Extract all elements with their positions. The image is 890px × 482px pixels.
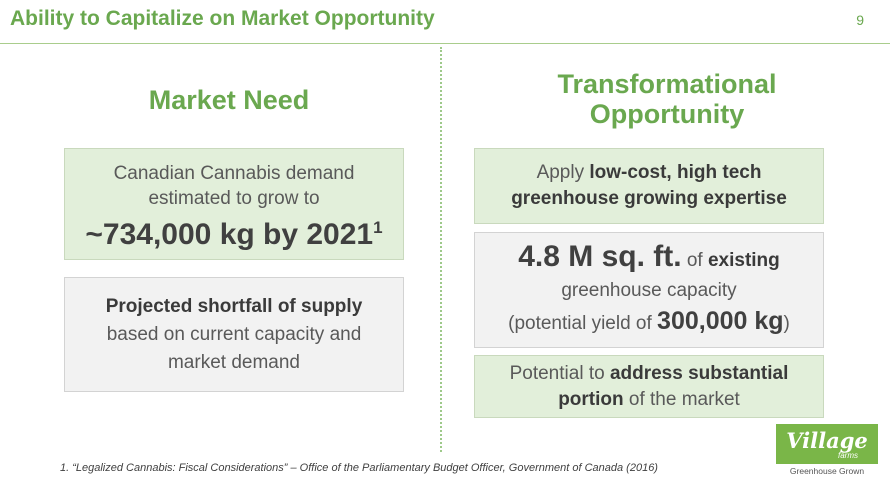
expertise-line-2: greenhouse growing expertise — [511, 186, 787, 212]
capacity-line-2: greenhouse capacity — [561, 279, 737, 301]
shortfall-line-2: based on current capacity and — [106, 323, 362, 345]
transformational-heading-line-2: Opportunity — [589, 98, 745, 129]
expertise-pre: Apply — [536, 162, 590, 183]
capacity-line-1: 4.8 M sq. ft. of existing — [518, 239, 780, 276]
footnote: 1. “Legalized Cannabis: Fiscal Considera… — [60, 462, 658, 474]
market-portion-pre: Potential to — [509, 362, 610, 384]
yield-figure: 300,000 kg — [657, 306, 784, 335]
shortfall-bold: Projected shortfall of supply — [105, 295, 363, 317]
market-portion-bold-2: portion — [558, 388, 624, 410]
column-divider — [440, 47, 442, 452]
logo-tagline: Greenhouse Grown — [789, 466, 865, 476]
shortfall-line-3: market demand — [167, 351, 300, 373]
market-need-heading-text: Market Need — [148, 85, 310, 115]
transformational-heading-line-1: Transformational — [557, 69, 777, 99]
village-farms-logo: Village farms Greenhouse Grown — [776, 424, 878, 476]
logo-subword: farms — [838, 451, 858, 460]
shortfall-line-1: Projected shortfall of supply — [106, 293, 363, 321]
header-divider — [0, 43, 890, 44]
capacity-figure: 4.8 M sq. ft. — [518, 239, 682, 273]
market-portion-post: of the market — [623, 388, 740, 410]
demand-box: Canadian Cannabis demand estimated to gr… — [64, 148, 404, 260]
demand-figure: ~734,000 kg by 20211 — [85, 215, 383, 250]
demand-figure-value: ~734,000 kg by 2021 — [85, 218, 374, 251]
expertise-box: Apply low-cost, high tech greenhouse gro… — [474, 148, 824, 224]
capacity-of: of — [681, 249, 708, 271]
expertise-bold-1: low-cost, high tech — [589, 162, 762, 183]
expertise-bold-2: greenhouse growing expertise — [511, 188, 787, 209]
market-portion-box: Potential to address substantial portion… — [474, 355, 824, 418]
shortfall-box: Projected shortfall of supply based on c… — [64, 277, 404, 392]
market-need-heading: Market Need — [64, 85, 394, 116]
capacity-box: 4.8 M sq. ft. of existing greenhouse cap… — [474, 232, 824, 348]
slide-title: Ability to Capitalize on Market Opportun… — [10, 7, 435, 30]
logo-wordmark: Village — [786, 428, 868, 453]
yield-post: ) — [783, 312, 790, 334]
demand-line-1: Canadian Cannabis demand — [113, 163, 355, 184]
page-number: 9 — [856, 12, 864, 28]
market-portion-bold-1: address substantial — [609, 362, 789, 384]
market-portion-line-1: Potential to address substantial — [510, 361, 789, 387]
demand-line-2: estimated to grow to — [148, 188, 320, 209]
transformational-heading: Transformational Opportunity — [474, 69, 860, 129]
footnote-marker: 1 — [373, 218, 383, 237]
capacity-line-3: (potential yield of 300,000 kg) — [508, 306, 790, 339]
expertise-line-1: Apply low-cost, high tech — [537, 160, 762, 186]
yield-pre: (potential yield of — [508, 312, 658, 334]
market-portion-line-2: portion of the market — [558, 387, 740, 413]
capacity-existing: existing — [707, 249, 780, 271]
logo-badge: Village farms — [776, 424, 878, 464]
